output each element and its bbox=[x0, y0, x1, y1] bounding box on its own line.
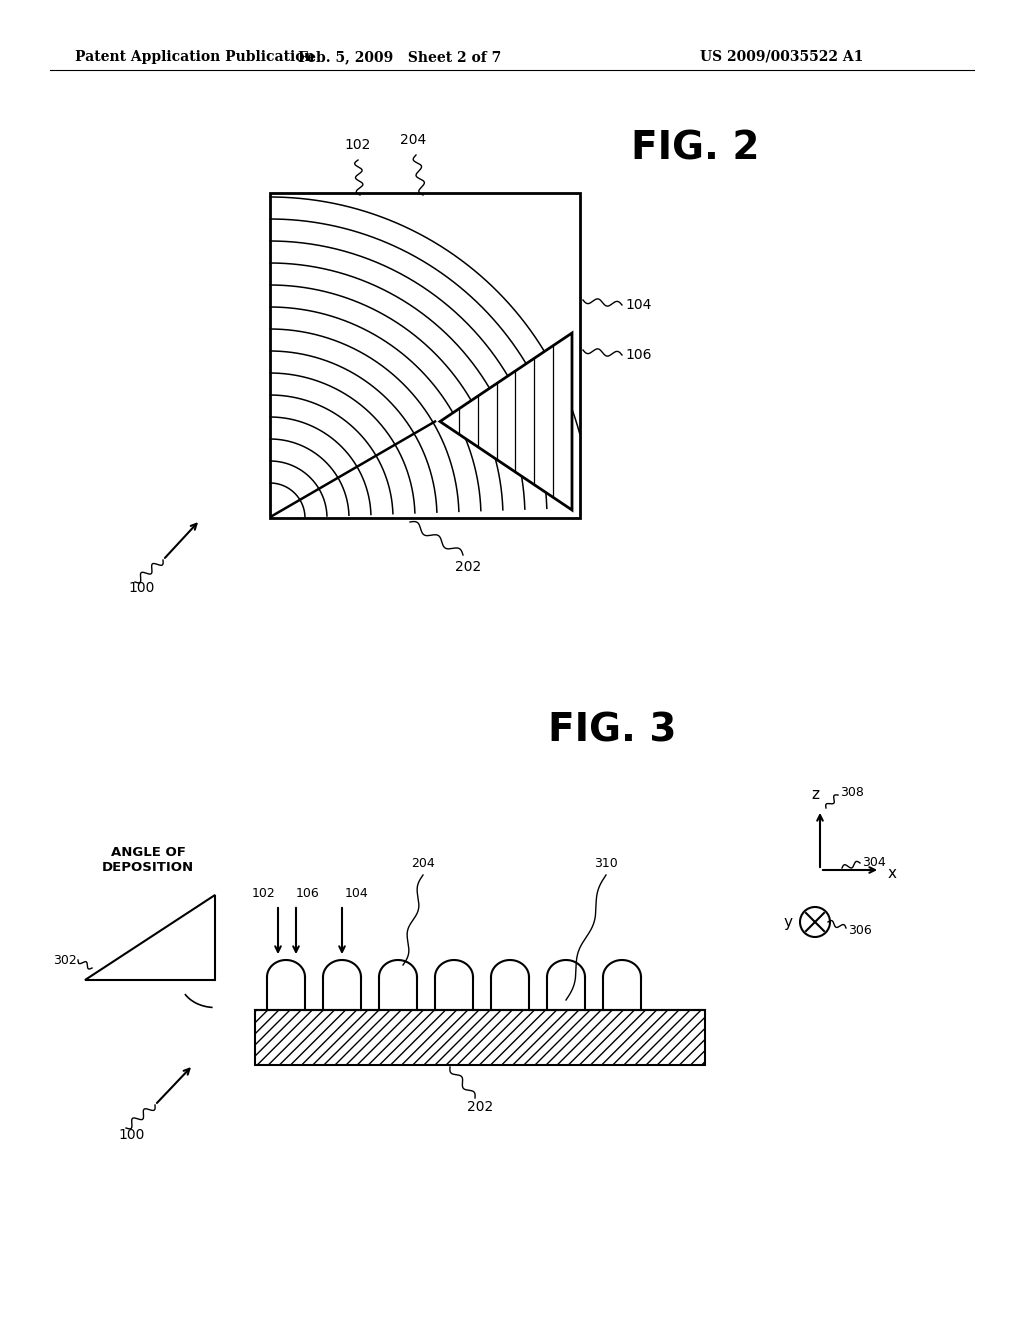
Text: 104: 104 bbox=[625, 298, 651, 312]
Text: 106: 106 bbox=[625, 348, 651, 362]
Text: 104: 104 bbox=[345, 887, 369, 900]
Bar bbox=[270, 193, 580, 517]
Text: 308: 308 bbox=[840, 787, 864, 800]
Text: x: x bbox=[888, 866, 897, 880]
Bar bbox=[255, 1010, 705, 1065]
Text: 100: 100 bbox=[118, 1129, 144, 1142]
Text: FIG. 2: FIG. 2 bbox=[631, 129, 759, 168]
Text: 204: 204 bbox=[411, 857, 435, 870]
Text: US 2009/0035522 A1: US 2009/0035522 A1 bbox=[700, 50, 863, 63]
Text: ANGLE OF
DEPOSITION: ANGLE OF DEPOSITION bbox=[102, 846, 195, 874]
Text: 106: 106 bbox=[296, 887, 319, 900]
Text: 304: 304 bbox=[862, 855, 886, 869]
Text: 102: 102 bbox=[251, 887, 275, 900]
Text: z: z bbox=[811, 787, 819, 803]
Text: 100: 100 bbox=[128, 581, 155, 595]
Text: Feb. 5, 2009   Sheet 2 of 7: Feb. 5, 2009 Sheet 2 of 7 bbox=[298, 50, 502, 63]
Text: 202: 202 bbox=[455, 560, 481, 574]
Text: 204: 204 bbox=[400, 133, 426, 147]
Text: Patent Application Publication: Patent Application Publication bbox=[75, 50, 314, 63]
Text: 302: 302 bbox=[53, 953, 77, 966]
Text: 310: 310 bbox=[594, 857, 617, 870]
Text: 102: 102 bbox=[345, 139, 371, 152]
Text: 306: 306 bbox=[848, 924, 871, 936]
Text: y: y bbox=[784, 915, 793, 929]
Polygon shape bbox=[440, 333, 572, 510]
Text: 202: 202 bbox=[467, 1100, 494, 1114]
Text: FIG. 3: FIG. 3 bbox=[548, 711, 676, 748]
